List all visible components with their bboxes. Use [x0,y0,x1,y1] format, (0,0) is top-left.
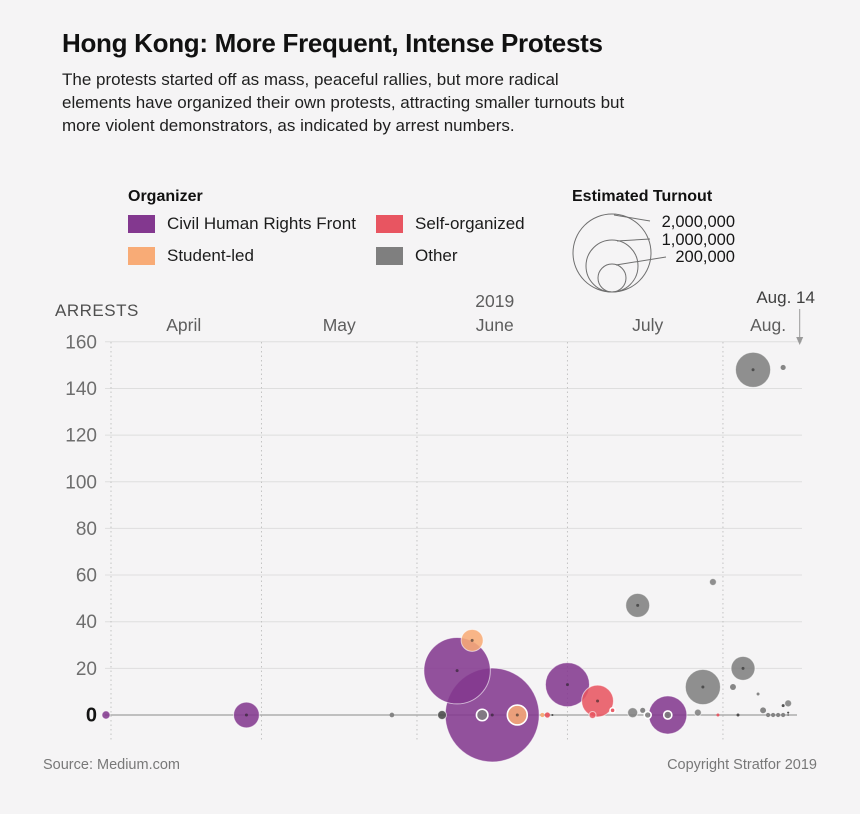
bubble[interactable] [776,712,781,718]
turnout-label-2m: 2,000,000 [661,213,735,231]
bubble[interactable] [627,707,639,719]
month-label: July [632,315,663,335]
bubble[interactable] [730,684,736,690]
y-tick-label: 0 [86,705,97,727]
bubble[interactable] [765,712,771,718]
student-led-color-swatch [128,247,155,265]
chrf-color-swatch [128,215,155,233]
bubble-center-dot [596,699,600,703]
bubble-center-dot [565,683,569,687]
legend-item-other: Other [376,246,458,266]
bubble[interactable] [716,713,720,717]
legend-item-student-led: Student-led [128,246,254,266]
turnout-label-200k: 200,000 [675,248,735,266]
y-tick-label: 100 [65,472,97,493]
y-tick-label: 60 [76,566,97,587]
leader-line-200k [615,256,667,266]
bubble[interactable] [784,699,793,708]
bubble[interactable] [643,710,652,720]
turnout-size-legend-circles [572,213,667,293]
bubble[interactable] [640,707,646,713]
source-credit: Source: Medium.com [43,757,180,773]
month-label: April [166,315,201,335]
leader-line-1m [616,238,651,242]
legend-item-label: Student-led [167,246,254,265]
bubble[interactable] [760,707,767,714]
bubble[interactable] [780,364,786,371]
bubble[interactable] [389,712,395,718]
bubble-center-dot [741,666,745,670]
other-color-swatch [376,247,403,265]
year-label: 2019 [475,291,514,311]
annotation-arrowhead [796,337,804,345]
bubble-center-dot [636,603,640,607]
bubble[interactable] [588,711,597,719]
legend-item-chrf: Civil Human Rights Front [128,214,356,234]
copyright-credit: Copyright Stratfor 2019 [667,757,817,773]
bubble[interactable] [540,712,545,718]
legend-item-label: Self-organized [415,214,525,233]
month-label: Aug. [750,315,786,335]
bubble-center-dot [244,713,248,717]
bubble-center-dot [470,638,474,642]
legend-item-label: Other [415,246,458,265]
month-label: June [476,315,514,335]
bubble-center-dot [515,713,519,717]
bubble[interactable] [609,706,616,714]
bubble[interactable] [693,708,702,717]
self-organized-color-swatch [376,215,403,233]
leader-line-2m [613,214,651,222]
bubble[interactable] [787,711,790,714]
bubble[interactable] [437,710,448,720]
month-label: May [323,315,356,335]
y-tick-label: 140 [65,379,97,400]
page-title: Hong Kong: More Frequent, Intense Protes… [62,28,603,58]
bubble-center-dot [490,713,494,717]
bubble-center-dot [701,685,705,689]
y-tick-label: 160 [65,332,97,353]
annotation-label: Aug. 14 [756,288,815,307]
bubble[interactable] [544,712,550,718]
bubble[interactable] [708,578,717,587]
bubble[interactable] [736,713,740,717]
y-tick-label: 120 [65,426,97,447]
legend-item-label: Civil Human Rights Front [167,214,356,233]
y-tick-label: 80 [76,519,97,540]
size-circle-200k [597,263,627,293]
bubble[interactable] [787,713,790,717]
bubble[interactable] [551,713,554,717]
bubble-center-dot [751,368,755,372]
bubble[interactable] [781,704,785,708]
bubble-center-dot [455,669,459,673]
bubble[interactable] [101,710,111,720]
y-tick-label: 40 [76,612,97,633]
bubble-chart: 160 140 120 100 80 60 40 20 0 ARRESTS 2019 April May… [55,288,815,763]
bubble[interactable] [475,708,489,722]
page-subtitle: The protests started off as mass, peacef… [62,70,625,135]
turnout-label-1m: 1,000,000 [661,231,735,249]
turnout-legend-heading: Estimated Turnout [572,188,713,205]
bubble[interactable] [662,710,673,720]
bubble[interactable] [781,712,786,718]
organizer-legend-heading: Organizer [128,188,203,205]
arrests-axis-label: ARRESTS [55,301,139,320]
bubble[interactable] [771,712,776,718]
legend-item-self-organized: Self-organized [376,214,525,234]
y-tick-label: 20 [76,659,97,680]
bubble[interactable] [756,692,760,696]
